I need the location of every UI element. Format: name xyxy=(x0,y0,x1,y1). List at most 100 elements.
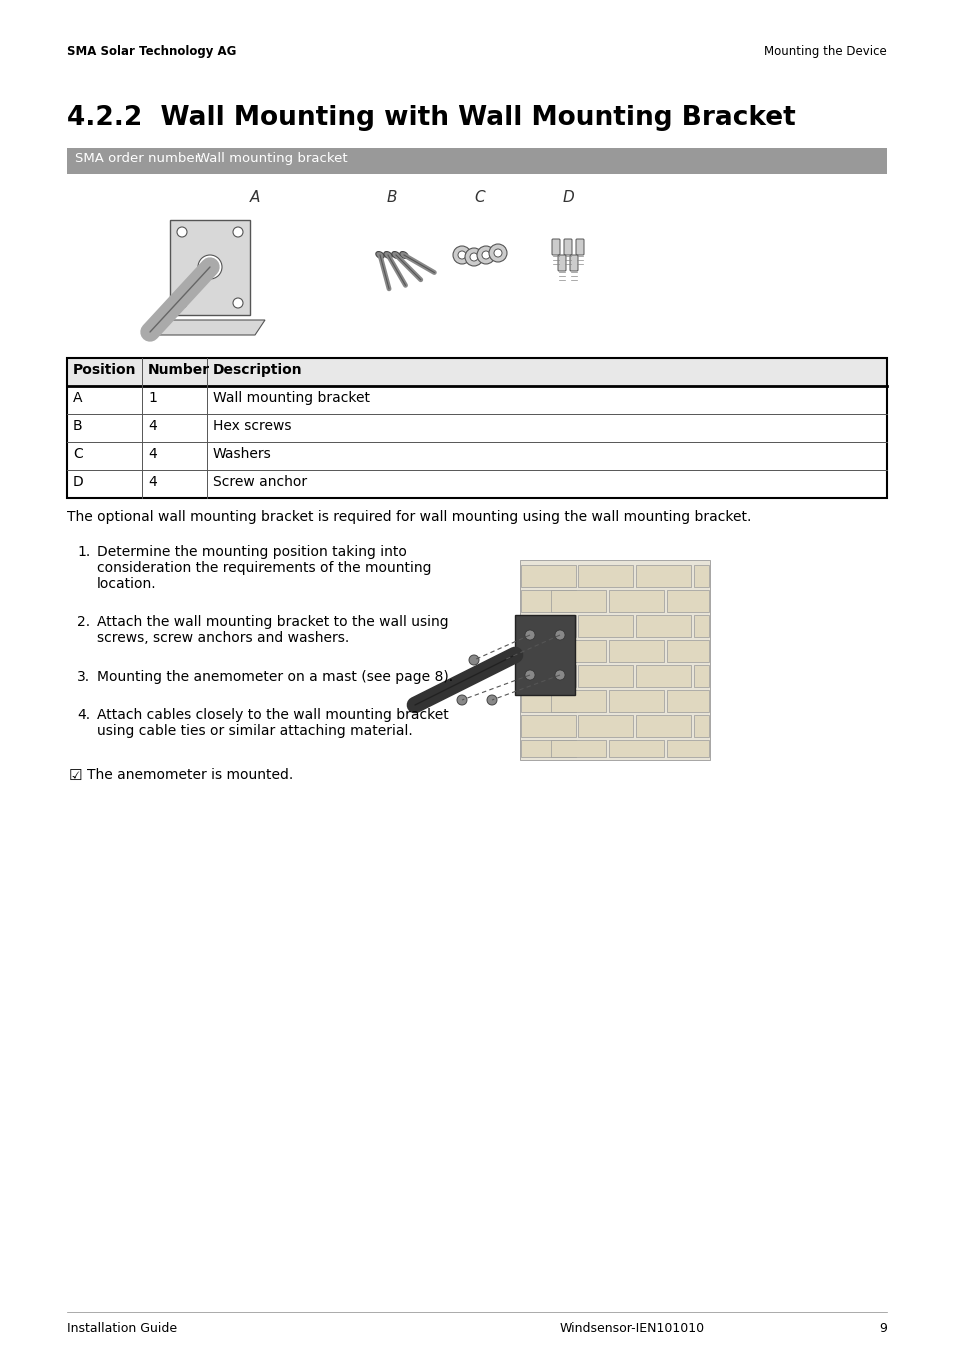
FancyBboxPatch shape xyxy=(666,639,708,662)
FancyBboxPatch shape xyxy=(551,639,605,662)
FancyBboxPatch shape xyxy=(520,715,576,737)
Circle shape xyxy=(555,671,564,680)
FancyBboxPatch shape xyxy=(608,589,663,612)
Text: B: B xyxy=(386,191,396,206)
FancyBboxPatch shape xyxy=(520,615,576,637)
FancyBboxPatch shape xyxy=(520,589,576,612)
FancyBboxPatch shape xyxy=(636,715,690,737)
Text: 4: 4 xyxy=(148,419,156,433)
Ellipse shape xyxy=(399,251,408,258)
Circle shape xyxy=(494,249,501,257)
Text: Screw anchor: Screw anchor xyxy=(213,475,307,489)
FancyBboxPatch shape xyxy=(608,740,663,757)
Text: 9: 9 xyxy=(879,1322,886,1334)
Text: The anemometer is mounted.: The anemometer is mounted. xyxy=(87,768,293,781)
Text: Description: Description xyxy=(213,362,302,377)
Circle shape xyxy=(486,695,497,704)
FancyBboxPatch shape xyxy=(636,565,690,587)
Circle shape xyxy=(233,297,243,308)
FancyBboxPatch shape xyxy=(576,239,583,256)
Circle shape xyxy=(470,253,477,261)
Text: D: D xyxy=(561,191,574,206)
Text: D: D xyxy=(73,475,84,489)
Bar xyxy=(67,358,886,498)
Text: 4.2.2  Wall Mounting with Wall Mounting Bracket: 4.2.2 Wall Mounting with Wall Mounting B… xyxy=(67,105,795,131)
FancyBboxPatch shape xyxy=(520,665,576,687)
Circle shape xyxy=(469,654,478,665)
Text: Installation Guide: Installation Guide xyxy=(67,1322,177,1334)
Polygon shape xyxy=(145,320,265,335)
FancyBboxPatch shape xyxy=(636,665,690,687)
Text: A: A xyxy=(73,391,82,406)
Circle shape xyxy=(453,246,471,264)
FancyBboxPatch shape xyxy=(636,615,690,637)
Text: C: C xyxy=(73,448,83,461)
FancyBboxPatch shape xyxy=(551,589,605,612)
Circle shape xyxy=(464,247,482,266)
Circle shape xyxy=(489,243,506,262)
FancyBboxPatch shape xyxy=(552,239,559,256)
FancyBboxPatch shape xyxy=(558,256,565,270)
Ellipse shape xyxy=(143,329,157,337)
Bar xyxy=(515,615,575,695)
FancyBboxPatch shape xyxy=(578,565,633,587)
Text: SMA order number:: SMA order number: xyxy=(75,151,204,165)
Bar xyxy=(519,560,709,760)
Text: ☑: ☑ xyxy=(69,768,83,783)
FancyBboxPatch shape xyxy=(666,740,708,757)
Polygon shape xyxy=(170,220,250,315)
Text: SMA Solar Technology AG: SMA Solar Technology AG xyxy=(67,45,236,58)
FancyBboxPatch shape xyxy=(520,690,576,713)
Text: 4: 4 xyxy=(148,475,156,489)
Circle shape xyxy=(457,251,465,260)
FancyBboxPatch shape xyxy=(693,615,708,637)
FancyBboxPatch shape xyxy=(693,565,708,587)
FancyBboxPatch shape xyxy=(569,256,578,270)
Circle shape xyxy=(198,256,222,279)
Text: Wall mounting bracket: Wall mounting bracket xyxy=(213,391,370,406)
FancyBboxPatch shape xyxy=(693,715,708,737)
Circle shape xyxy=(524,671,535,680)
FancyBboxPatch shape xyxy=(520,740,576,757)
Circle shape xyxy=(524,630,535,639)
Text: Position: Position xyxy=(73,362,136,377)
Circle shape xyxy=(233,227,243,237)
Bar xyxy=(67,358,886,387)
Circle shape xyxy=(456,695,467,704)
Text: Attach the wall mounting bracket to the wall using
screws, screw anchors and was: Attach the wall mounting bracket to the … xyxy=(97,615,448,645)
Text: A: A xyxy=(250,191,260,206)
Circle shape xyxy=(555,630,564,639)
Circle shape xyxy=(481,251,490,260)
Circle shape xyxy=(177,227,187,237)
Ellipse shape xyxy=(383,251,392,258)
Text: Attach cables closely to the wall mounting bracket
using cable ties or similar a: Attach cables closely to the wall mounti… xyxy=(97,708,448,738)
FancyBboxPatch shape xyxy=(578,665,633,687)
Text: Mounting the Device: Mounting the Device xyxy=(763,45,886,58)
Text: Wall mounting bracket: Wall mounting bracket xyxy=(196,151,347,165)
FancyBboxPatch shape xyxy=(551,740,605,757)
Circle shape xyxy=(476,246,495,264)
Ellipse shape xyxy=(375,251,384,258)
Text: Mounting the anemometer on a mast (see page 8).: Mounting the anemometer on a mast (see p… xyxy=(97,671,453,684)
FancyBboxPatch shape xyxy=(578,715,633,737)
Ellipse shape xyxy=(392,251,399,258)
Bar xyxy=(67,147,886,174)
Text: 1: 1 xyxy=(148,391,156,406)
FancyBboxPatch shape xyxy=(666,690,708,713)
Text: 1.: 1. xyxy=(77,545,91,558)
Text: Determine the mounting position taking into
consideration the requirements of th: Determine the mounting position taking i… xyxy=(97,545,431,591)
Text: Washers: Washers xyxy=(213,448,272,461)
FancyBboxPatch shape xyxy=(520,565,576,587)
Text: Number: Number xyxy=(148,362,210,377)
Circle shape xyxy=(177,297,187,308)
FancyBboxPatch shape xyxy=(563,239,572,256)
Text: 4: 4 xyxy=(148,448,156,461)
FancyBboxPatch shape xyxy=(693,665,708,687)
FancyBboxPatch shape xyxy=(666,589,708,612)
FancyBboxPatch shape xyxy=(608,639,663,662)
FancyBboxPatch shape xyxy=(520,639,576,662)
FancyBboxPatch shape xyxy=(608,690,663,713)
FancyBboxPatch shape xyxy=(551,690,605,713)
Text: Windsensor-IEN101010: Windsensor-IEN101010 xyxy=(559,1322,704,1334)
FancyBboxPatch shape xyxy=(578,615,633,637)
